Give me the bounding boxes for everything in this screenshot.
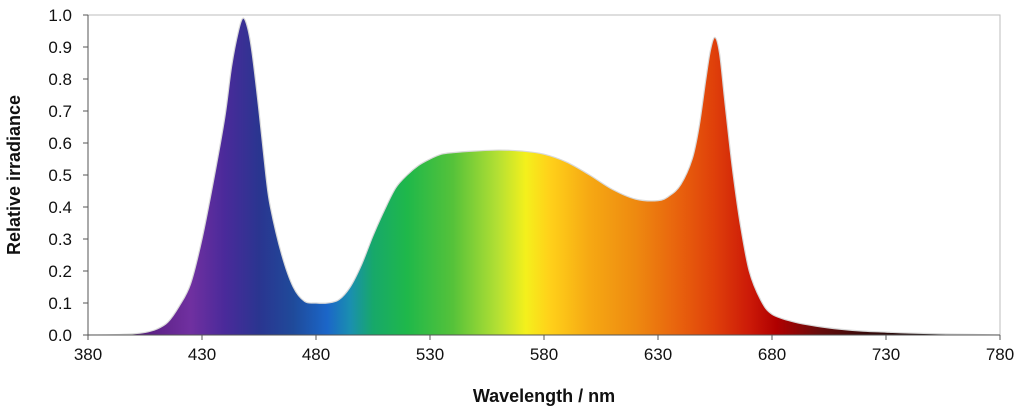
x-tick-label: 630 (644, 345, 672, 364)
tick-labels: 380 430 480 530 580 630 680 730 780 0.0 0.1 0.2 0.3 0… (48, 6, 1014, 364)
y-tick-label: 0.8 (48, 70, 72, 89)
y-axis-title: Relative irradiance (4, 95, 24, 255)
x-tick-label: 680 (758, 345, 786, 364)
spectrum-outline (87, 17, 1001, 336)
y-tick-label: 0.2 (48, 262, 72, 281)
y-tick-label: 0.5 (48, 166, 72, 185)
x-tick-label: 430 (188, 345, 216, 364)
y-tick-label: 0.0 (48, 326, 72, 345)
spectrum-area-layer (87, 17, 1001, 336)
y-tick-label: 0.3 (48, 230, 72, 249)
x-tick-label: 780 (986, 345, 1014, 364)
y-tick-label: 0.4 (48, 198, 72, 217)
x-tick-label: 480 (302, 345, 330, 364)
y-tick-label: 0.7 (48, 102, 72, 121)
x-tick-label: 530 (416, 345, 444, 364)
x-tick-label: 580 (530, 345, 558, 364)
y-tick-label: 1.0 (48, 6, 72, 25)
y-tick-label: 0.9 (48, 38, 72, 57)
x-tick-label: 380 (74, 345, 102, 364)
x-tick-label: 730 (872, 345, 900, 364)
spectrum-area (88, 18, 1000, 336)
y-tick-label: 0.6 (48, 134, 72, 153)
axes (83, 14, 1001, 340)
x-axis-title: Wavelength / nm (473, 386, 615, 406)
y-tick-label: 0.1 (48, 294, 72, 313)
